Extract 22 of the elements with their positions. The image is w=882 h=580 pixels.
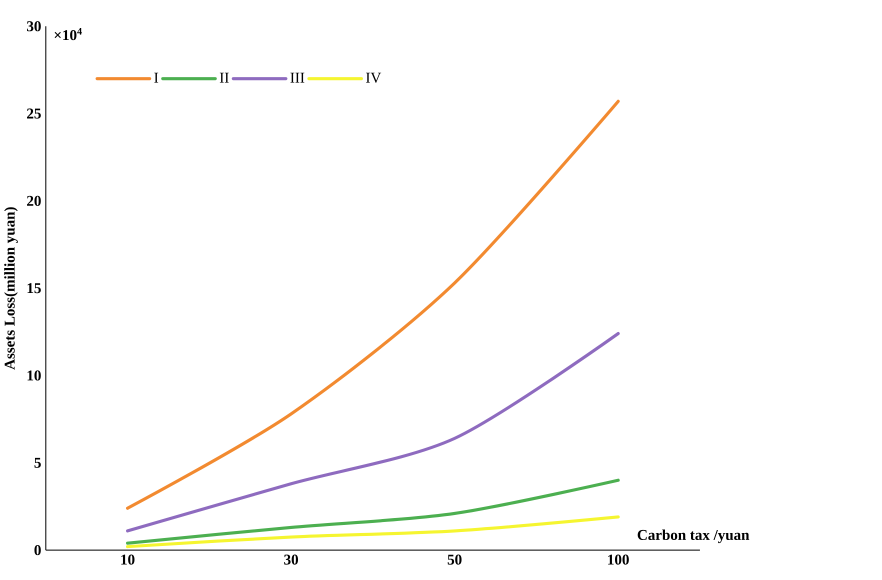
line-series — [126, 515, 620, 548]
y-tick-label: 15 — [28, 283, 41, 294]
line-series — [126, 478, 620, 545]
y-tick-label: 5 — [34, 458, 41, 468]
legend-label: II — [220, 72, 229, 83]
x-tick-label: 30 — [284, 554, 298, 565]
x-tick-label: 100 — [608, 554, 629, 565]
x-tick-label: 50 — [448, 554, 462, 565]
y-axis-title: Assets Loss(million yuan) — [4, 207, 18, 370]
x-axis-title: Carbon tax /yuan — [638, 529, 750, 544]
x-tick-label: 10 — [121, 554, 134, 565]
line-series — [126, 332, 620, 532]
legend-label: IV — [366, 72, 382, 83]
y-tick-label: 10 — [28, 370, 41, 380]
annotation: ×10$^{4}$ — [54, 28, 82, 40]
y-tick-label: 25 — [27, 108, 41, 119]
line-series — [126, 100, 620, 510]
y-tick-label: 20 — [27, 196, 41, 206]
y-tick-label: 30 — [26, 21, 41, 32]
legend-label: III — [290, 72, 304, 83]
y-tick-label: 0 — [34, 545, 41, 556]
legend-label: I — [154, 72, 158, 83]
